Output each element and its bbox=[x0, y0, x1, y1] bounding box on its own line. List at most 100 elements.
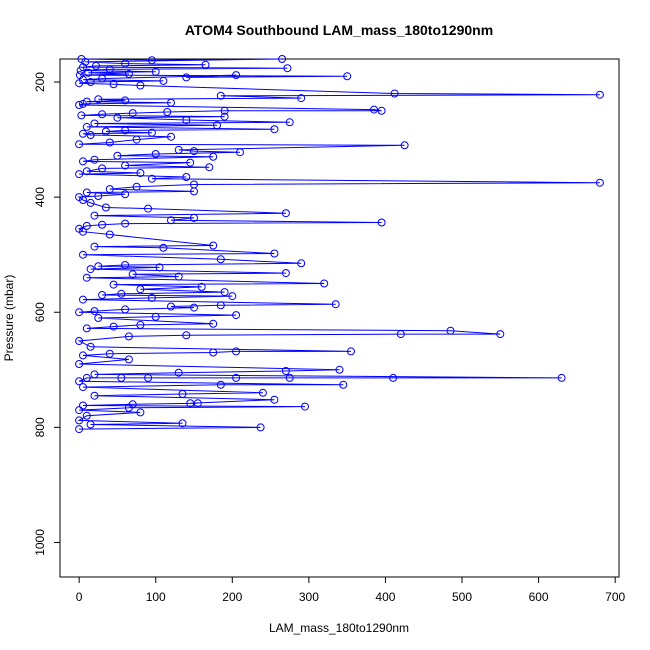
data-point bbox=[105, 349, 114, 358]
y-tick-label: 600 bbox=[33, 302, 47, 322]
plot-area bbox=[59, 58, 620, 578]
data-point bbox=[132, 182, 141, 191]
x-axis-label: LAM_mass_180to1290nm bbox=[269, 621, 409, 635]
data-point bbox=[98, 291, 107, 299]
data-point bbox=[121, 305, 130, 314]
data-point bbox=[75, 140, 84, 149]
data-point bbox=[121, 96, 130, 105]
data-point bbox=[209, 241, 218, 250]
data-point bbox=[163, 108, 172, 116]
data-point bbox=[98, 110, 107, 119]
x-tick-label: 400 bbox=[375, 590, 395, 604]
data-point bbox=[94, 95, 103, 104]
x-tick-label: 0 bbox=[76, 590, 83, 604]
data-point bbox=[220, 288, 229, 297]
x-tick-label: 100 bbox=[146, 590, 166, 604]
data-point bbox=[147, 128, 156, 137]
x-tick-label: 500 bbox=[452, 590, 472, 604]
data-point bbox=[105, 138, 114, 147]
data-point bbox=[232, 71, 241, 80]
x-tick-label: 200 bbox=[222, 590, 242, 604]
data-point bbox=[167, 132, 175, 141]
data-point bbox=[370, 105, 378, 114]
data-point bbox=[193, 399, 202, 408]
y-axis-label: Pressure (mbar) bbox=[2, 275, 16, 362]
data-point bbox=[82, 411, 91, 420]
data-point bbox=[182, 331, 191, 340]
data-point bbox=[84, 68, 93, 77]
data-point bbox=[390, 89, 399, 98]
data-point bbox=[124, 70, 133, 78]
data-point bbox=[347, 347, 355, 356]
data-point bbox=[209, 348, 218, 357]
data-point bbox=[151, 312, 160, 321]
chart-title: ATOM4 Southbound LAM_mass_180to1290nm bbox=[185, 22, 493, 38]
y-tick-label: 1000 bbox=[33, 529, 47, 556]
data-point bbox=[190, 303, 198, 312]
data-point bbox=[209, 152, 218, 161]
data-point bbox=[595, 90, 604, 99]
data-point bbox=[79, 196, 87, 204]
data-point bbox=[281, 269, 290, 278]
data-point bbox=[109, 280, 118, 289]
data-point bbox=[270, 395, 279, 404]
data-point bbox=[82, 122, 91, 131]
data-point bbox=[128, 270, 137, 279]
data-point bbox=[75, 101, 84, 109]
data-point bbox=[151, 150, 160, 158]
data-point bbox=[197, 282, 206, 291]
data-point bbox=[105, 230, 114, 239]
data-point bbox=[75, 337, 84, 345]
data-point bbox=[174, 272, 183, 281]
data-point bbox=[396, 330, 405, 339]
data-point bbox=[98, 74, 107, 83]
data-point bbox=[147, 174, 156, 183]
y-tick-label: 200 bbox=[33, 72, 47, 92]
data-point bbox=[124, 332, 133, 341]
data-point bbox=[79, 227, 87, 236]
data-point bbox=[121, 59, 130, 68]
data-point bbox=[201, 60, 210, 69]
data-point bbox=[82, 273, 91, 282]
data-point bbox=[79, 99, 87, 108]
data-point bbox=[446, 326, 455, 335]
data-point bbox=[144, 373, 153, 382]
data-point bbox=[301, 402, 309, 411]
data-point bbox=[86, 198, 95, 207]
data-point bbox=[228, 292, 237, 301]
data-point bbox=[117, 289, 126, 298]
data-point bbox=[132, 135, 141, 144]
data-point bbox=[79, 250, 87, 259]
data-point bbox=[101, 203, 110, 212]
data-point bbox=[182, 116, 191, 124]
data-point bbox=[75, 425, 84, 434]
data-point bbox=[232, 311, 241, 320]
data-point bbox=[75, 416, 84, 425]
data-point bbox=[220, 106, 229, 115]
data-point bbox=[389, 373, 398, 382]
data-point bbox=[81, 57, 90, 66]
data-point bbox=[77, 111, 86, 120]
data-point bbox=[178, 419, 187, 428]
data-point bbox=[86, 131, 95, 139]
data-point bbox=[82, 373, 91, 382]
data-point bbox=[147, 293, 156, 302]
data-point bbox=[128, 109, 137, 118]
data-point bbox=[90, 119, 99, 128]
data-point bbox=[82, 167, 91, 176]
data-point bbox=[82, 188, 91, 197]
data-point bbox=[285, 118, 294, 127]
data-point bbox=[190, 187, 198, 196]
data-point bbox=[220, 112, 229, 121]
data-point bbox=[232, 373, 241, 382]
data-point bbox=[90, 391, 99, 400]
data-point bbox=[75, 377, 84, 386]
data-point bbox=[92, 61, 100, 70]
data-point bbox=[174, 145, 183, 154]
data-point bbox=[113, 151, 122, 160]
data-point bbox=[377, 106, 386, 115]
data-point bbox=[281, 209, 290, 218]
data-point bbox=[190, 147, 198, 156]
data-point bbox=[209, 319, 218, 328]
data-point bbox=[297, 259, 306, 268]
